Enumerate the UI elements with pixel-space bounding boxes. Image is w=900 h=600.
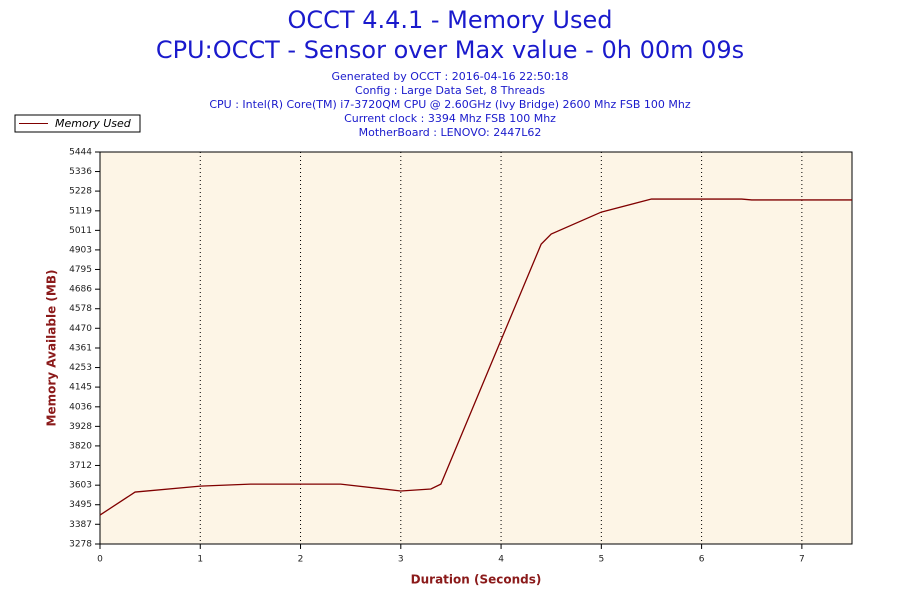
y-tick-label: 4036 [69, 402, 92, 412]
x-tick-label: 3 [398, 555, 404, 565]
y-tick-label: 4253 [69, 363, 92, 373]
chart-title: OCCT 4.4.1 - Memory Used [288, 6, 613, 34]
x-tick-label: 0 [97, 555, 103, 565]
data-line [99, 198, 852, 516]
y-tick-label: 5228 [69, 187, 92, 197]
info-line: Config : Large Data Set, 8 Threads [355, 84, 545, 97]
x-tick-label: 7 [799, 555, 805, 565]
info-line: CPU : Intel(R) Core(TM) i7-3720QM CPU @ … [209, 98, 691, 111]
y-tick-label: 4903 [69, 245, 92, 255]
y-tick-label: 4145 [69, 383, 92, 393]
y-tick-label: 4578 [69, 304, 92, 314]
x-tick-label: 6 [699, 555, 705, 565]
y-tick-label: 3712 [69, 461, 92, 471]
y-tick-label: 3387 [69, 520, 92, 530]
y-tick-label: 3603 [69, 481, 92, 491]
legend-box [14, 114, 141, 133]
x-tick-label: 4 [498, 555, 504, 565]
y-tick-label: 5336 [69, 167, 92, 177]
x-tick-label: 1 [197, 555, 203, 565]
y-tick-label: 3278 [69, 540, 92, 550]
plot-area [100, 152, 852, 544]
info-line: MotherBoard : LENOVO: 2447L62 [359, 126, 542, 139]
chart-subtitle: CPU:OCCT - Sensor over Max value - 0h 00… [156, 36, 744, 64]
y-axis-label: Memory Available (MB) [45, 270, 59, 427]
y-tick-label: 5011 [69, 226, 92, 236]
y-tick-label: 5444 [69, 148, 92, 158]
y-tick-label: 4686 [69, 285, 92, 295]
plot-frame [99, 151, 853, 545]
y-tick-label: 4361 [69, 344, 92, 354]
y-tick-label: 3495 [69, 500, 92, 510]
x-tick-label: 2 [298, 555, 304, 565]
y-tick-label: 4795 [69, 265, 92, 275]
legend-label: Memory Used [55, 117, 132, 130]
info-line: Generated by OCCT : 2016-04-16 22:50:18 [331, 70, 568, 83]
y-tick-label: 5119 [69, 206, 92, 216]
y-tick-label: 4470 [69, 324, 92, 334]
x-tick-label: 5 [598, 555, 604, 565]
info-line: Current clock : 3394 Mhz FSB 100 Mhz [344, 112, 556, 125]
y-tick-label: 3820 [69, 441, 92, 451]
x-axis-label: Duration (Seconds) [411, 573, 542, 587]
y-tick-label: 3928 [69, 422, 92, 432]
